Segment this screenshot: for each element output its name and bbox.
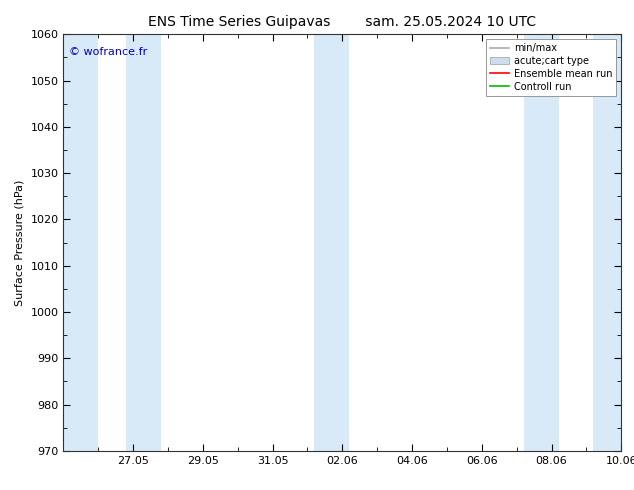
Legend: min/max, acute;cart type, Ensemble mean run, Controll run: min/max, acute;cart type, Ensemble mean … (486, 39, 616, 96)
Text: © wofrance.fr: © wofrance.fr (69, 47, 147, 57)
Bar (63, 34, 98, 451)
Title: ENS Time Series Guipavas        sam. 25.05.2024 10 UTC: ENS Time Series Guipavas sam. 25.05.2024… (148, 15, 536, 29)
Bar (524, 34, 559, 451)
Bar (593, 34, 621, 451)
Y-axis label: Surface Pressure (hPa): Surface Pressure (hPa) (15, 179, 25, 306)
Bar (314, 34, 349, 451)
Bar (126, 34, 161, 451)
